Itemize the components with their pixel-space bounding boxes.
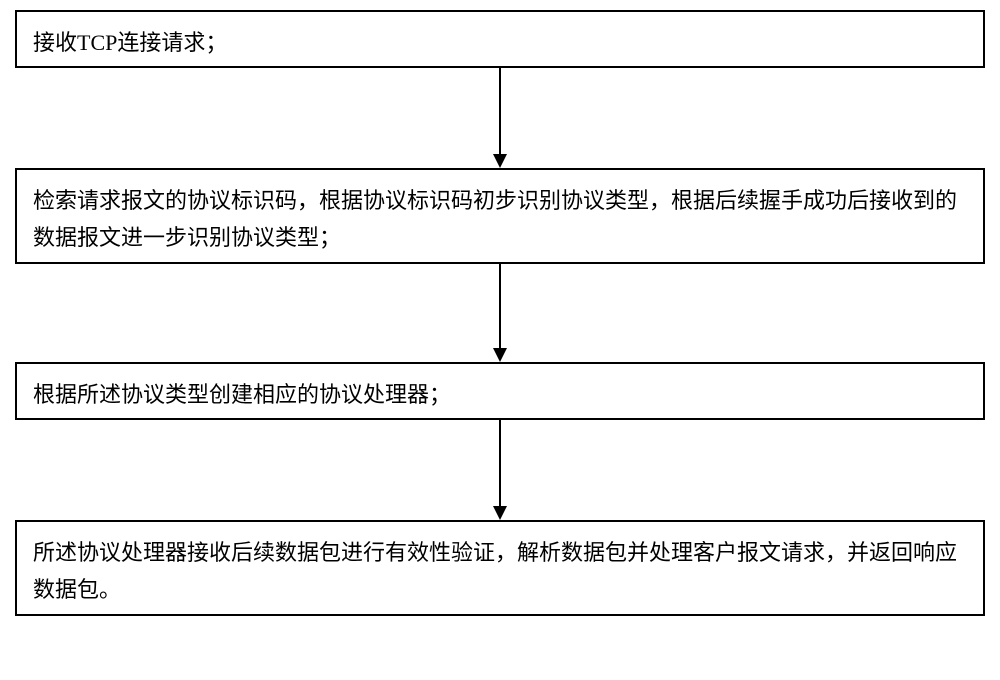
flow-node-3-text: 根据所述协议类型创建相应的协议处理器；	[33, 376, 451, 413]
flow-arrow-2-line	[499, 264, 501, 348]
flow-node-3: 根据所述协议类型创建相应的协议处理器；	[15, 362, 985, 420]
flow-node-4-text: 所述协议处理器接收后续数据包进行有效性验证，解析数据包并处理客户报文请求，并返回…	[33, 534, 967, 609]
flow-node-1: 接收TCP连接请求；	[15, 10, 985, 68]
flow-node-2: 检索请求报文的协议标识码，根据协议标识码初步识别协议类型，根据后续握手成功后接收…	[15, 168, 985, 264]
flow-arrow-1-line	[499, 68, 501, 154]
flow-arrow-1-head	[493, 154, 507, 168]
flow-node-2-text: 检索请求报文的协议标识码，根据协议标识码初步识别协议类型，根据后续握手成功后接收…	[33, 182, 967, 257]
flow-arrow-2-head	[493, 348, 507, 362]
flow-arrow-3-line	[499, 420, 501, 506]
flow-node-4: 所述协议处理器接收后续数据包进行有效性验证，解析数据包并处理客户报文请求，并返回…	[15, 520, 985, 616]
flow-arrow-3-head	[493, 506, 507, 520]
flow-node-1-text: 接收TCP连接请求；	[33, 24, 227, 61]
